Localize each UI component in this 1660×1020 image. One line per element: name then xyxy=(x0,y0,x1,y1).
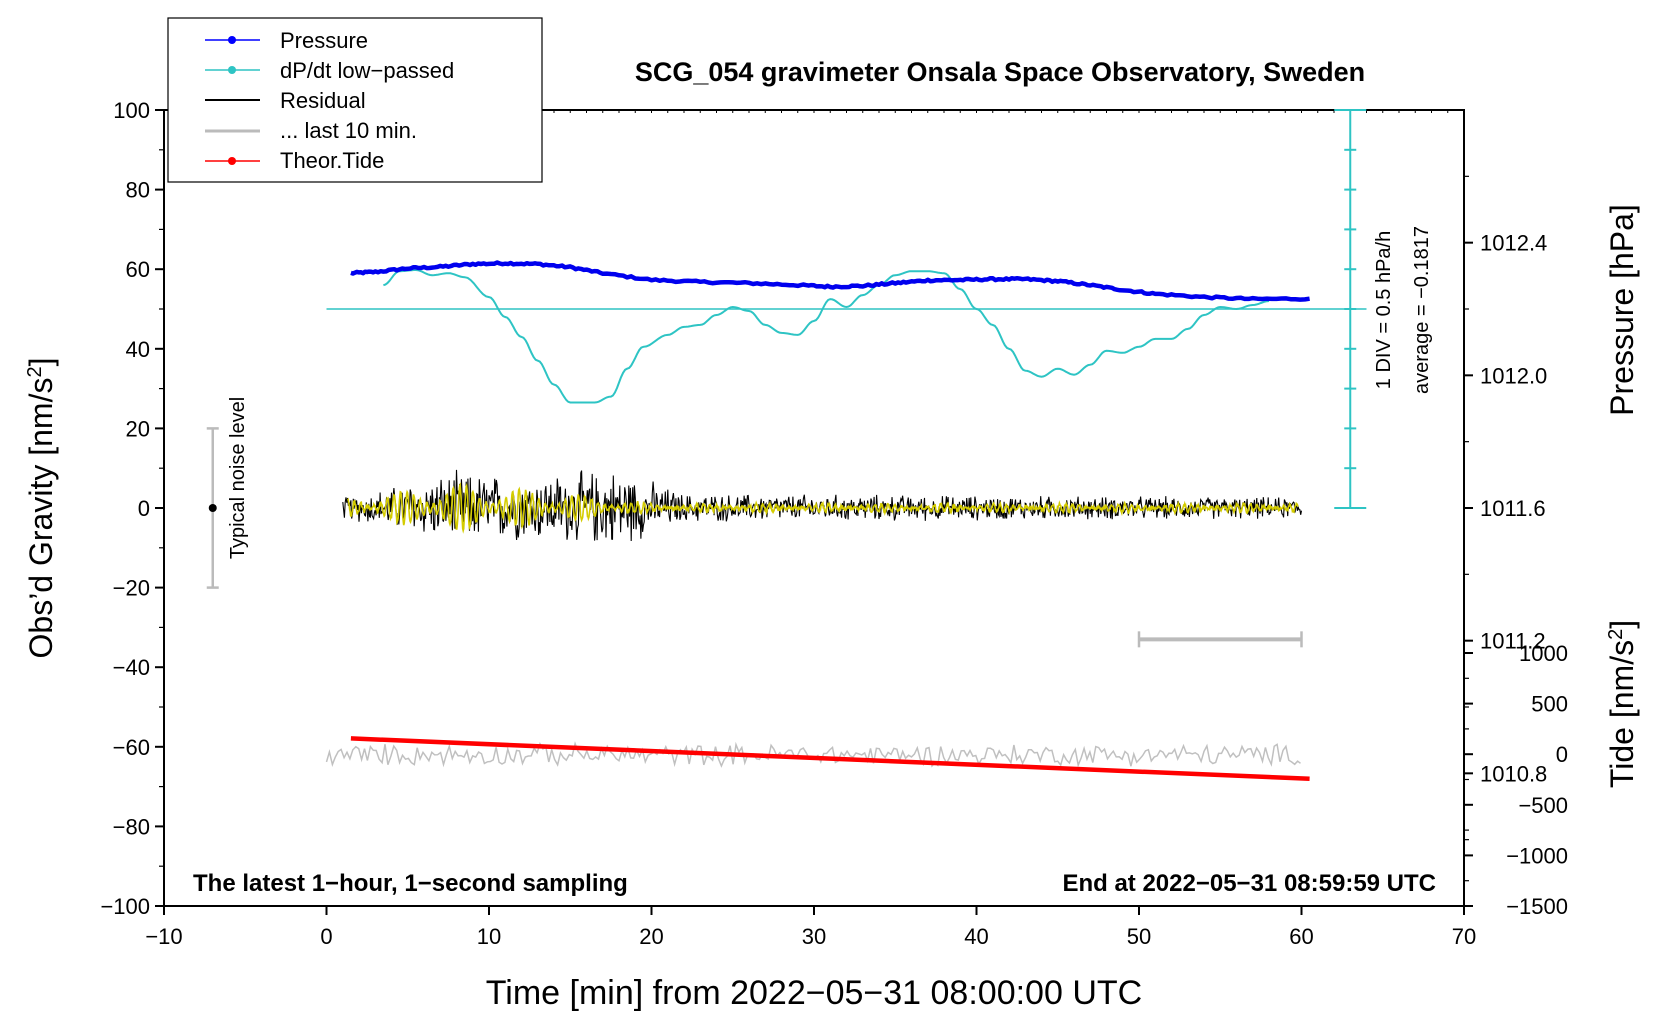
x-tick-label: 60 xyxy=(1289,924,1313,949)
tide-axis-label: Tide [nm/s2] xyxy=(1604,620,1640,788)
tide-tick-labels: −1500 −1000 −500 0 500 1000 xyxy=(1506,641,1568,919)
y-tick-label: 60 xyxy=(126,257,150,282)
y-tick-label: −60 xyxy=(113,735,150,760)
x-tick-label: 0 xyxy=(320,924,332,949)
legend-label: Residual xyxy=(280,88,366,113)
y-tick-label: −100 xyxy=(100,894,150,919)
series-layer xyxy=(325,260,1367,782)
tide-tick-label: 500 xyxy=(1531,692,1568,717)
pressure-series xyxy=(350,260,1310,302)
y-tick-label: 0 xyxy=(138,496,150,521)
x-tick-labels: −10 0 10 20 30 40 50 60 70 xyxy=(145,924,1476,949)
tide-tick-label: −500 xyxy=(1518,793,1568,818)
legend-entry-residual: Residual xyxy=(205,88,366,113)
tide-axis-label-end: ] xyxy=(1604,620,1640,629)
residual-lowpass-series xyxy=(346,482,1299,534)
tide-axis-label-sup: 2 xyxy=(1605,629,1627,640)
pressure-axis-label: Pressure [hPa] xyxy=(1604,204,1640,416)
pressure-tick-labels: 1010.8 1011.2 1011.6 1012.0 1012.4 xyxy=(1480,231,1547,787)
y-tick-label: 20 xyxy=(126,416,150,441)
y-tick-labels: −100 −80 −60 −40 −20 0 20 40 60 80 100 xyxy=(100,98,150,919)
legend-label: dP/dt low−passed xyxy=(280,58,454,83)
legend-label: Theor.Tide xyxy=(280,148,384,173)
x-tick-label: 70 xyxy=(1452,924,1476,949)
x-tick-label: −10 xyxy=(145,924,182,949)
pressure-tick-label: 1011.2 xyxy=(1480,629,1546,654)
tide-axis-label-main: Tide [nm/s xyxy=(1604,640,1640,788)
x-tick-label: 50 xyxy=(1127,924,1151,949)
dpdt-scale-bar xyxy=(1334,109,1367,509)
y-tick-label: −80 xyxy=(113,814,150,839)
y-axis-label-sup: 2 xyxy=(24,366,46,377)
y-axis-label: Obs’d Gravity [nm/s2] xyxy=(23,358,59,659)
legend-swatch-dot xyxy=(228,157,236,165)
tide-tick-label: −1500 xyxy=(1506,894,1568,919)
y-axis-label-main: Obs’d Gravity [nm/s xyxy=(23,378,59,659)
x-axis-label: Time [min] from 2022−05−31 08:00:00 UTC xyxy=(486,974,1142,1012)
x-tick-label: 10 xyxy=(477,924,501,949)
y-tick-label: 100 xyxy=(113,98,150,123)
y-axis-label-end: ] xyxy=(23,358,59,367)
scale-div-label: 1 DIV = 0.5 hPa/h xyxy=(1373,231,1395,389)
pressure-tick-label: 1012.0 xyxy=(1480,363,1547,388)
x-tick-label: 30 xyxy=(802,924,826,949)
legend-entry-dpdt: dP/dt low−passed xyxy=(205,58,454,83)
y-tick-label: −20 xyxy=(113,576,150,601)
end-time-annotation: End at 2022−05−31 08:59:59 UTC xyxy=(1062,870,1436,897)
scale-average-label: average = −0.1817 xyxy=(1411,226,1433,394)
last-10-min-bracket xyxy=(1137,631,1303,648)
legend-entry-tide: Theor.Tide xyxy=(205,148,384,173)
tide-tick-label: 0 xyxy=(1556,742,1568,767)
tide-tick-label: 1000 xyxy=(1519,641,1568,666)
x-tick-label: 40 xyxy=(964,924,988,949)
pressure-tick-label: 1012.4 xyxy=(1480,231,1547,256)
pressure-tick-label: 1010.8 xyxy=(1480,761,1547,786)
legend-label: ... last 10 min. xyxy=(280,118,417,143)
noise-level-label: Typical noise level xyxy=(227,397,249,559)
noise-level-dot xyxy=(208,504,217,512)
x-tick-label: 20 xyxy=(639,924,663,949)
legend-label: Pressure xyxy=(280,28,368,53)
last-10-min-series xyxy=(325,741,1301,768)
pressure-tick-label: 1011.6 xyxy=(1480,496,1546,521)
legend-entry-last10: ... last 10 min. xyxy=(205,118,417,143)
legend-entry-pressure: Pressure xyxy=(205,28,368,53)
sampling-annotation: The latest 1−hour, 1−second sampling xyxy=(193,870,628,897)
dpdt-series xyxy=(383,269,1270,404)
tide-tick-label: −1000 xyxy=(1506,843,1568,868)
chart-title: SCG_054 gravimeter Onsala Space Observat… xyxy=(635,57,1365,87)
y-tick-label: 40 xyxy=(126,337,150,362)
y-tick-label: −40 xyxy=(113,655,150,680)
legend-swatch-dot xyxy=(228,66,236,74)
legend: Pressure dP/dt low−passed Residual ... l… xyxy=(167,17,543,183)
y-tick-label: 80 xyxy=(126,178,150,203)
theoretical-tide-series xyxy=(350,736,1310,782)
legend-swatch-dot xyxy=(228,36,236,44)
